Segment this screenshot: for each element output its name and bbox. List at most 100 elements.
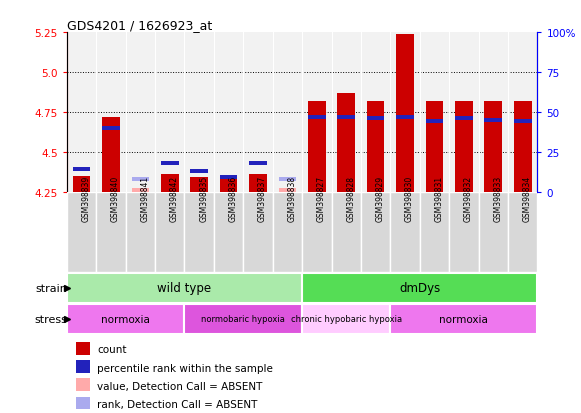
- Text: count: count: [98, 344, 127, 355]
- Bar: [361, 192, 390, 273]
- Text: GSM398833: GSM398833: [493, 176, 503, 221]
- Text: percentile rank within the sample: percentile rank within the sample: [98, 363, 273, 373]
- Bar: [131, 189, 149, 192]
- Text: GSM398827: GSM398827: [317, 176, 326, 221]
- Text: GSM398829: GSM398829: [376, 176, 385, 221]
- Bar: [76, 361, 91, 373]
- Bar: [332, 33, 361, 192]
- Bar: [76, 342, 91, 355]
- Bar: [220, 179, 238, 192]
- Bar: [131, 177, 149, 181]
- Bar: [302, 192, 332, 273]
- Bar: [185, 304, 302, 334]
- Bar: [508, 192, 537, 273]
- Bar: [390, 304, 537, 334]
- Bar: [249, 161, 267, 166]
- Bar: [302, 304, 390, 334]
- Text: GSM398834: GSM398834: [523, 176, 532, 221]
- Bar: [67, 192, 96, 273]
- Bar: [67, 273, 302, 303]
- Text: stress: stress: [34, 314, 67, 324]
- Bar: [272, 192, 302, 273]
- Bar: [455, 102, 473, 192]
- Bar: [449, 33, 479, 192]
- Bar: [185, 192, 214, 273]
- Text: GSM398837: GSM398837: [258, 176, 267, 221]
- Bar: [76, 396, 91, 410]
- Bar: [479, 192, 508, 273]
- Text: dmDys: dmDys: [399, 282, 440, 294]
- Text: GSM398842: GSM398842: [170, 176, 179, 221]
- Bar: [155, 33, 185, 192]
- Bar: [420, 192, 449, 273]
- Bar: [420, 33, 449, 192]
- Text: strain: strain: [35, 283, 67, 293]
- Bar: [514, 102, 532, 192]
- Bar: [338, 93, 355, 192]
- Bar: [272, 33, 302, 192]
- Bar: [249, 175, 267, 192]
- Bar: [125, 192, 155, 273]
- Bar: [302, 33, 332, 192]
- Text: GSM398832: GSM398832: [464, 176, 473, 221]
- Bar: [102, 117, 120, 192]
- Bar: [191, 178, 208, 192]
- Text: rank, Detection Call = ABSENT: rank, Detection Call = ABSENT: [98, 399, 258, 409]
- Text: GSM398839: GSM398839: [81, 176, 91, 221]
- Text: GDS4201 / 1626923_at: GDS4201 / 1626923_at: [67, 19, 212, 32]
- Text: GSM398830: GSM398830: [405, 176, 414, 221]
- Bar: [125, 33, 155, 192]
- Bar: [96, 192, 125, 273]
- Bar: [508, 33, 537, 192]
- Bar: [367, 102, 385, 192]
- Bar: [279, 189, 296, 192]
- Bar: [220, 176, 238, 180]
- Bar: [396, 115, 414, 119]
- Bar: [214, 33, 243, 192]
- Text: GSM398838: GSM398838: [288, 176, 296, 221]
- Text: GSM398828: GSM398828: [346, 176, 355, 221]
- Text: normobaric hypoxia: normobaric hypoxia: [202, 315, 285, 323]
- Bar: [191, 169, 208, 173]
- Bar: [449, 192, 479, 273]
- Bar: [161, 161, 178, 166]
- Bar: [67, 304, 185, 334]
- Bar: [426, 120, 443, 124]
- Bar: [390, 33, 420, 192]
- Bar: [302, 273, 537, 303]
- Bar: [361, 33, 390, 192]
- Text: GSM398840: GSM398840: [111, 176, 120, 221]
- Bar: [73, 168, 91, 172]
- Bar: [514, 120, 532, 124]
- Bar: [396, 35, 414, 192]
- Bar: [367, 117, 385, 121]
- Bar: [479, 33, 508, 192]
- Text: GSM398831: GSM398831: [435, 176, 443, 221]
- Bar: [185, 33, 214, 192]
- Bar: [332, 192, 361, 273]
- Bar: [96, 33, 125, 192]
- Bar: [279, 177, 296, 181]
- Text: GSM398835: GSM398835: [199, 176, 208, 221]
- Bar: [390, 192, 420, 273]
- Text: wild type: wild type: [157, 282, 211, 294]
- Bar: [338, 115, 355, 119]
- Bar: [67, 33, 96, 192]
- Bar: [243, 192, 272, 273]
- Bar: [485, 102, 502, 192]
- Text: chronic hypobaric hypoxia: chronic hypobaric hypoxia: [290, 315, 402, 323]
- Bar: [102, 126, 120, 131]
- Bar: [485, 119, 502, 123]
- Bar: [161, 175, 178, 192]
- Text: GSM398841: GSM398841: [141, 176, 149, 221]
- Bar: [308, 115, 326, 119]
- Bar: [243, 33, 272, 192]
- Bar: [214, 192, 243, 273]
- Bar: [308, 102, 326, 192]
- Bar: [426, 102, 443, 192]
- Text: normoxia: normoxia: [101, 314, 150, 324]
- Text: normoxia: normoxia: [439, 314, 488, 324]
- Bar: [455, 117, 473, 121]
- Bar: [73, 176, 91, 192]
- Text: GSM398836: GSM398836: [228, 176, 238, 221]
